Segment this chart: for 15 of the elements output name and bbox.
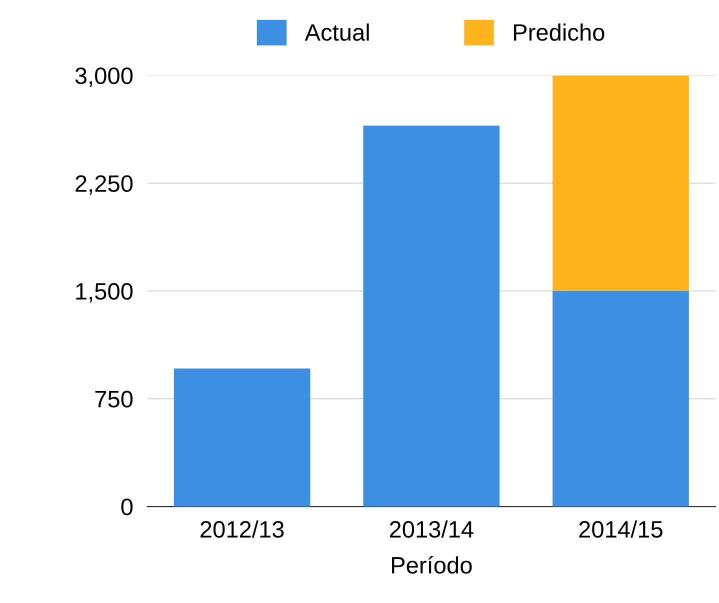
x-axis-title: Período (392, 556, 472, 574)
y-tick-label: 750 (95, 390, 133, 408)
bar (174, 368, 310, 507)
x-tick-label: 2012/13 (200, 520, 284, 538)
legend-label: Actual (304, 23, 369, 41)
x-tick-label: 2014/15 (579, 520, 662, 538)
y-tick-label: 1,500 (76, 283, 133, 303)
x-tick-label: 2013/14 (390, 520, 474, 538)
y-tick-label: 3,000 (75, 67, 133, 87)
bar (552, 75, 689, 291)
bar (363, 126, 500, 507)
y-tick-label: 0 (121, 498, 133, 516)
bar (552, 290, 689, 507)
y-tick-label: 2,250 (76, 175, 133, 195)
legend-label: Predicho (514, 23, 604, 41)
